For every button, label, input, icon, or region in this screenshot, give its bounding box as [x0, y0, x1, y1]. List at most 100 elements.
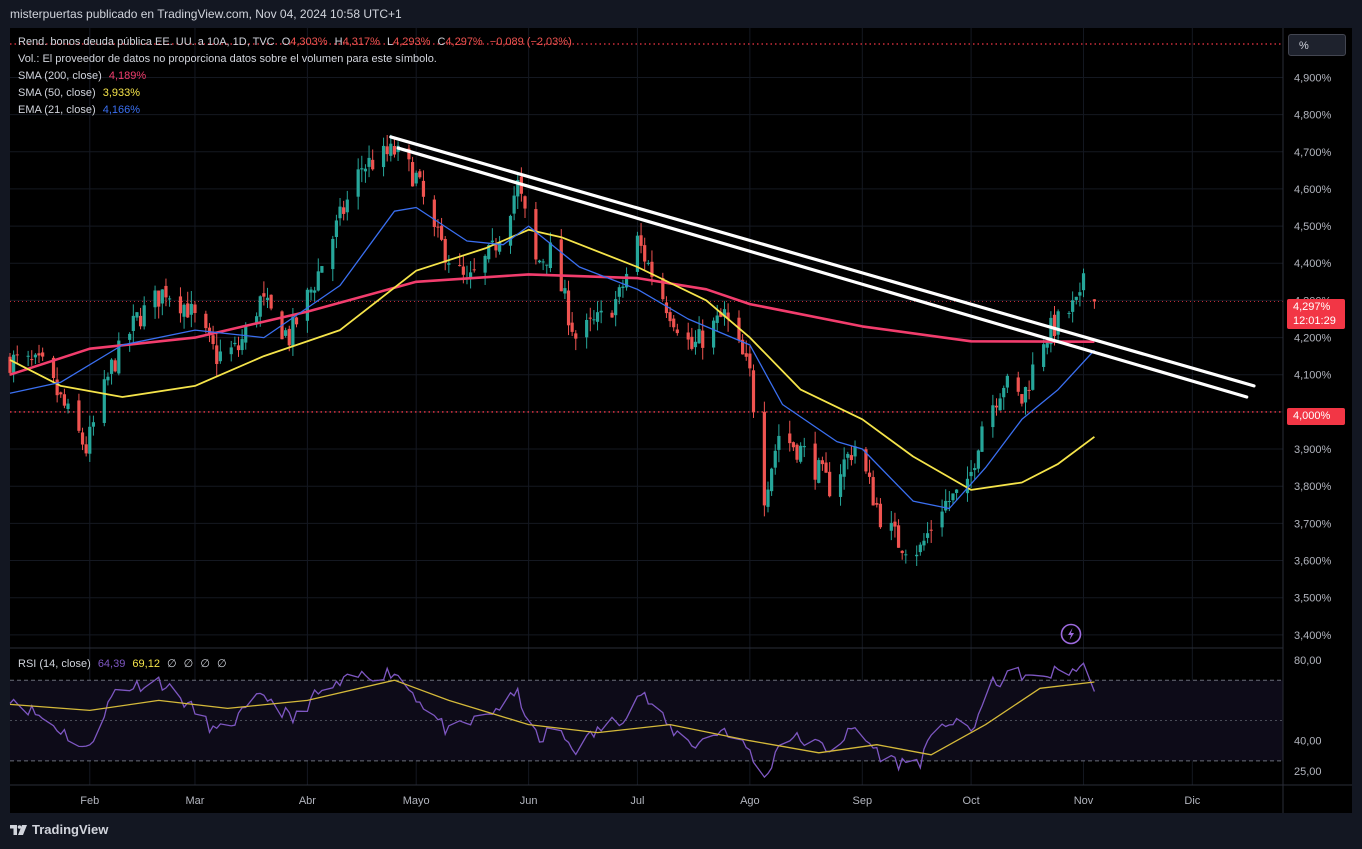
candle-body — [360, 168, 364, 170]
candle-body — [867, 472, 872, 477]
candle-body — [407, 148, 411, 160]
candle-body — [12, 354, 16, 373]
sma50-legend[interactable]: SMA (50, close) 3,933% — [18, 87, 144, 99]
sma200-legend[interactable]: SMA (200, close) 4,189% — [18, 70, 150, 82]
candle-body — [414, 172, 418, 184]
candle-body — [164, 285, 168, 298]
rsi-extra-2: ∅ — [183, 658, 194, 670]
candle-body — [109, 359, 114, 374]
candle-body — [585, 319, 589, 338]
candle-body — [385, 146, 389, 155]
time-tick-label: Sep — [853, 795, 873, 807]
candle-body — [367, 157, 371, 167]
candle-body — [889, 522, 893, 531]
candle-body — [186, 303, 190, 318]
candle-body — [84, 444, 88, 454]
candle-body — [541, 261, 545, 263]
rsi-line — [9, 662, 1096, 779]
time-tick-label: Abr — [299, 795, 316, 807]
rsi-legend[interactable]: RSI (14, close) 64,39 69,12 ∅ ∅ ∅ ∅ — [18, 657, 231, 670]
symbol-name[interactable]: Rend. bonos deuda pública EE. UU. a 10A,… — [18, 36, 275, 48]
candle-body — [142, 305, 146, 327]
candle-body — [51, 357, 56, 379]
candle-body — [523, 196, 527, 209]
candle-body — [842, 459, 846, 477]
time-tick-label: Nov — [1074, 795, 1094, 807]
candle-body — [915, 554, 919, 557]
low-label: L — [386, 36, 394, 48]
candle-body — [849, 455, 854, 461]
price-tick-label: 3,800% — [1294, 481, 1332, 493]
candle-body — [483, 255, 487, 273]
candle-body — [878, 503, 883, 528]
sma200-label: SMA (200, close) — [18, 70, 102, 82]
candle-body — [871, 477, 875, 506]
lightning-icon[interactable] — [1060, 623, 1082, 645]
trendline — [389, 135, 1256, 388]
price-tick-label: 4,600% — [1294, 184, 1332, 196]
candle-body — [269, 294, 273, 309]
candle-body — [925, 533, 930, 538]
candle-body — [363, 168, 368, 172]
price-tick-label: 4,400% — [1294, 258, 1332, 270]
candle-body — [722, 309, 727, 317]
candle-body — [599, 310, 603, 313]
candle-body — [294, 317, 299, 325]
scale-mode-button[interactable]: % — [1288, 34, 1346, 56]
candle-body — [262, 293, 266, 297]
time-tick-label: Mar — [185, 795, 204, 807]
candle-body — [265, 297, 270, 301]
candle-body — [545, 264, 549, 266]
candle-body — [313, 290, 317, 293]
candle-body — [316, 271, 320, 291]
candle-body — [900, 550, 904, 554]
candle-body — [305, 289, 309, 321]
candle-body — [954, 489, 959, 493]
candle-body — [338, 206, 342, 219]
rsi-ma-line — [9, 679, 1095, 756]
sma50-value: 3,933% — [102, 87, 141, 99]
price-tick-label: 4,700% — [1294, 147, 1332, 159]
candle-body — [947, 501, 951, 503]
candle-body — [693, 341, 698, 348]
candle-body — [574, 333, 578, 339]
candle-body — [458, 265, 462, 267]
candle-body — [255, 316, 259, 325]
tradingview-brand[interactable]: TradingView — [10, 822, 108, 837]
high-label: H — [334, 36, 343, 48]
candle-body — [236, 345, 241, 351]
candle-body — [418, 171, 422, 178]
candle-body — [342, 207, 346, 214]
candle-body — [788, 433, 792, 444]
candle-body — [8, 356, 12, 373]
candle-body — [244, 326, 248, 343]
top-bar: misterpuertas publicado en TradingView.c… — [0, 0, 1362, 28]
candle-body — [1005, 375, 1009, 388]
time-tick-label: Jul — [630, 795, 644, 807]
candle-body — [218, 351, 222, 362]
price-tick-label: 4,200% — [1294, 333, 1332, 345]
candle-body — [193, 304, 197, 314]
ema21-value: 4,166% — [102, 104, 141, 116]
candle-body — [229, 347, 233, 355]
candle-body — [117, 340, 121, 374]
candle-body — [167, 298, 172, 300]
candle-body — [59, 392, 63, 395]
candle-body — [1045, 341, 1049, 348]
candle-body — [791, 442, 795, 448]
last-price-tag: 4,297% 12:01:29 — [1287, 299, 1345, 329]
candle-body — [828, 471, 832, 497]
rsi-extra-1: ∅ — [167, 658, 177, 670]
candle-body — [1067, 312, 1071, 314]
candle-body — [893, 521, 897, 527]
rsi-extra-3: ∅ — [200, 658, 210, 670]
candle-body — [207, 327, 212, 335]
close-value: 4,297% — [445, 36, 483, 48]
candle-body — [1081, 273, 1086, 291]
rsi-extra-4: ∅ — [216, 658, 227, 670]
trendline — [396, 146, 1249, 399]
ema21-legend[interactable]: EMA (21, close) 4,166% — [18, 104, 144, 116]
candle-body — [875, 503, 879, 505]
rsi-ma-value: 69,12 — [132, 658, 160, 670]
